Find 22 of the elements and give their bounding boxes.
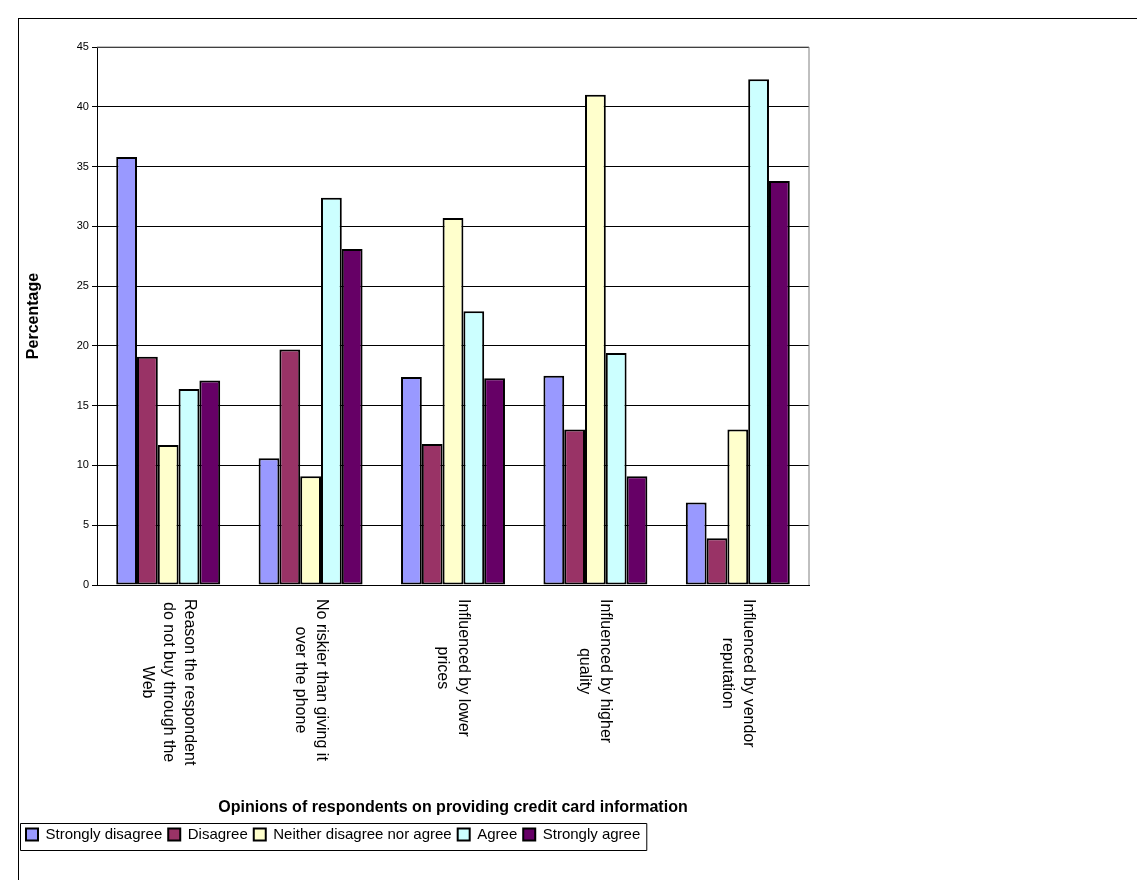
legend-label: Disagree xyxy=(187,824,248,842)
x-axis-title: Opinions of respondents on providing credit card information xyxy=(218,797,688,815)
y-tick-label: 30 xyxy=(76,219,89,232)
y-tick-label: 35 xyxy=(76,159,89,172)
x-tick-label: Reason the respondent do not buy through the Web xyxy=(139,599,199,766)
x-tick-label: Influenced by lower prices xyxy=(435,599,474,738)
y-tick-label: 40 xyxy=(76,99,89,112)
y-tick-label: 5 xyxy=(82,518,89,531)
y-tick-label: 10 xyxy=(76,458,89,471)
legend-label: Agree xyxy=(477,824,518,842)
legend-label: Strongly disagree xyxy=(45,824,163,842)
x-tick-label: No riskier than giving it over the phone xyxy=(292,599,331,762)
x-tick-label: Influenced by vendor reputation xyxy=(719,599,758,749)
y-tick-label: 15 xyxy=(76,398,89,411)
legend-label: Strongly agree xyxy=(542,824,641,842)
y-tick-label: 20 xyxy=(76,338,89,351)
y-tick-label: 25 xyxy=(76,279,89,292)
x-tick-label: Influenced by higher quality xyxy=(577,599,616,744)
y-tick-label: 45 xyxy=(76,40,89,53)
y-tick-label: 0 xyxy=(82,578,89,591)
legend-label: Neither disagree nor agree xyxy=(273,824,452,842)
y-axis-title: Percentage xyxy=(24,272,42,360)
